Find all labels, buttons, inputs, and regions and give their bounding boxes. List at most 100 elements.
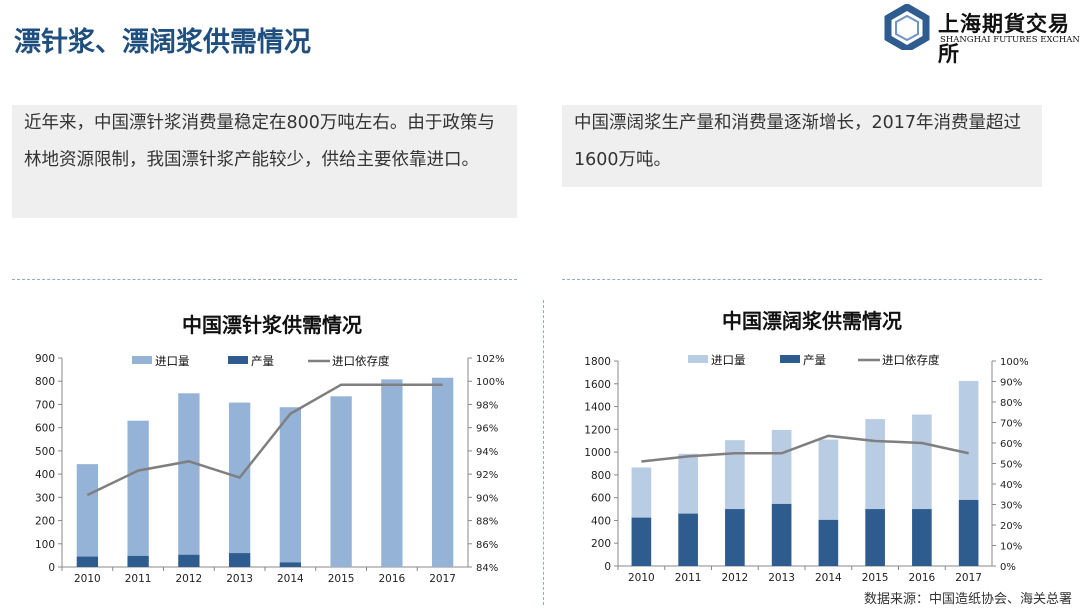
logo-en: SHANGHAI FUTURES EXCHANGE	[940, 35, 1080, 45]
bar-production	[958, 499, 979, 566]
bar-production	[678, 513, 698, 566]
x-tick-label: 2014	[815, 572, 842, 584]
bar-production	[76, 556, 99, 567]
x-tick-label: 2010	[628, 572, 655, 584]
y-tick-label: 800	[591, 470, 611, 482]
y2-tick-label: 84%	[476, 563, 498, 574]
divider-vertical	[543, 300, 544, 605]
data-source: 数据来源：中国造纸协会、海关总署	[863, 592, 1072, 607]
bar-production	[178, 554, 200, 567]
y2-tick-label: 0%	[1000, 562, 1016, 573]
divider-right	[562, 279, 1042, 280]
x-tick-label: 2011	[125, 573, 152, 585]
bar-production	[631, 517, 652, 566]
y2-tick-label: 50%	[1000, 460, 1022, 471]
legend-import-swatch	[132, 356, 152, 364]
bar-import	[431, 377, 454, 567]
y-tick-label: 400	[591, 515, 611, 527]
x-tick-label: 2012	[722, 572, 749, 584]
line-dependency	[86, 383, 443, 497]
x-tick-label: 2014	[277, 573, 304, 585]
bar-import	[771, 429, 792, 504]
divider-left	[12, 279, 517, 280]
bar-import	[865, 419, 885, 510]
y2-tick-label: 88%	[476, 517, 498, 528]
bar-production	[818, 519, 839, 566]
bar-import	[912, 414, 932, 510]
bar-import	[330, 396, 352, 567]
legend-production-swatch	[228, 356, 248, 364]
legend-production-swatch	[780, 355, 800, 363]
bar-production	[279, 562, 302, 567]
y2-tick-label: 90%	[1000, 378, 1022, 389]
legend-dependency-label: 进口依存度	[332, 354, 390, 368]
logo: 上海期貨交易所 SHANGHAI FUTURES EXCHANGE	[882, 4, 1080, 66]
bar-production	[912, 509, 932, 566]
line-dependency	[641, 434, 969, 463]
x-tick-label: 2013	[226, 573, 253, 585]
y-tick-label: 600	[591, 493, 611, 505]
x-tick-label: 2015	[862, 572, 889, 584]
bar-import	[958, 380, 979, 500]
x-tick-label: 2011	[675, 572, 702, 584]
y2-tick-label: 100%	[1000, 357, 1029, 368]
bar-import	[178, 393, 200, 555]
y2-tick-label: 80%	[1000, 398, 1022, 409]
y2-tick-label: 30%	[1000, 501, 1022, 512]
chart-title: 中国漂阔浆供需情况	[722, 309, 902, 333]
x-tick-label: 2017	[429, 573, 456, 585]
bar-import	[76, 464, 99, 557]
y-tick-label: 700	[35, 399, 55, 411]
page-title: 漂针浆、漂阔浆供需情况	[14, 27, 311, 58]
y-tick-label: 800	[35, 376, 55, 388]
bar-production	[127, 555, 149, 567]
bar-import	[381, 379, 403, 567]
legend-import-swatch	[688, 355, 708, 363]
bar-import	[725, 440, 745, 510]
bar-production	[725, 509, 745, 566]
y2-tick-label: 10%	[1000, 542, 1022, 553]
y2-tick-label: 98%	[476, 400, 498, 411]
x-tick-label: 2012	[176, 573, 203, 585]
x-tick-label: 2016	[379, 573, 406, 585]
chart-title: 中国漂针浆供需情况	[182, 313, 362, 337]
y-tick-label: 0	[604, 561, 611, 573]
chart-softwood: 中国漂针浆供需情况 0 100 200 300 400 500 600 700 800 900 84%…	[35, 313, 505, 585]
y-tick-label: 100	[35, 539, 55, 551]
y2-tick-label: 94%	[476, 447, 498, 458]
y2-tick-label: 86%	[476, 540, 498, 551]
bar-import	[127, 420, 149, 556]
x-tick-label: 2015	[328, 573, 355, 585]
bar-production	[865, 509, 885, 566]
legend-import-label: 进口量	[155, 354, 190, 368]
y-tick-label: 0	[48, 562, 55, 574]
exchange-logo-icon	[884, 4, 930, 50]
right-text-box: 中国漂阔浆生产量和消费量逐渐增长，2017年消费量超过1600万吨。	[562, 105, 1042, 187]
bar-import	[279, 407, 302, 563]
bar-production	[228, 553, 251, 567]
bar-production	[771, 503, 792, 566]
y-tick-label: 500	[35, 446, 55, 458]
y-tick-label: 300	[35, 492, 55, 504]
legend-production-label: 产量	[803, 353, 826, 367]
y-tick-label: 600	[35, 423, 55, 435]
y-tick-label: 1600	[584, 379, 611, 391]
y-tick-label: 400	[35, 469, 55, 481]
legend-import-label: 进口量	[711, 353, 746, 367]
bar-import	[818, 439, 839, 520]
legend-production-label: 产量	[251, 354, 274, 368]
x-tick-label: 2017	[955, 572, 982, 584]
y-tick-label: 1400	[584, 402, 611, 414]
bar-import	[631, 467, 652, 518]
y2-tick-label: 60%	[1000, 439, 1022, 450]
y2-tick-label: 96%	[476, 424, 498, 435]
y-tick-label: 1000	[584, 447, 611, 459]
x-tick-label: 2013	[768, 572, 795, 584]
y-tick-label: 200	[591, 538, 611, 550]
y2-tick-label: 102%	[476, 354, 505, 365]
y-tick-label: 900	[35, 353, 55, 365]
y2-tick-label: 20%	[1000, 521, 1022, 532]
logo-cn: 上海期貨交易所	[938, 11, 1070, 66]
y2-tick-label: 40%	[1000, 480, 1022, 491]
y2-tick-label: 92%	[476, 470, 498, 481]
